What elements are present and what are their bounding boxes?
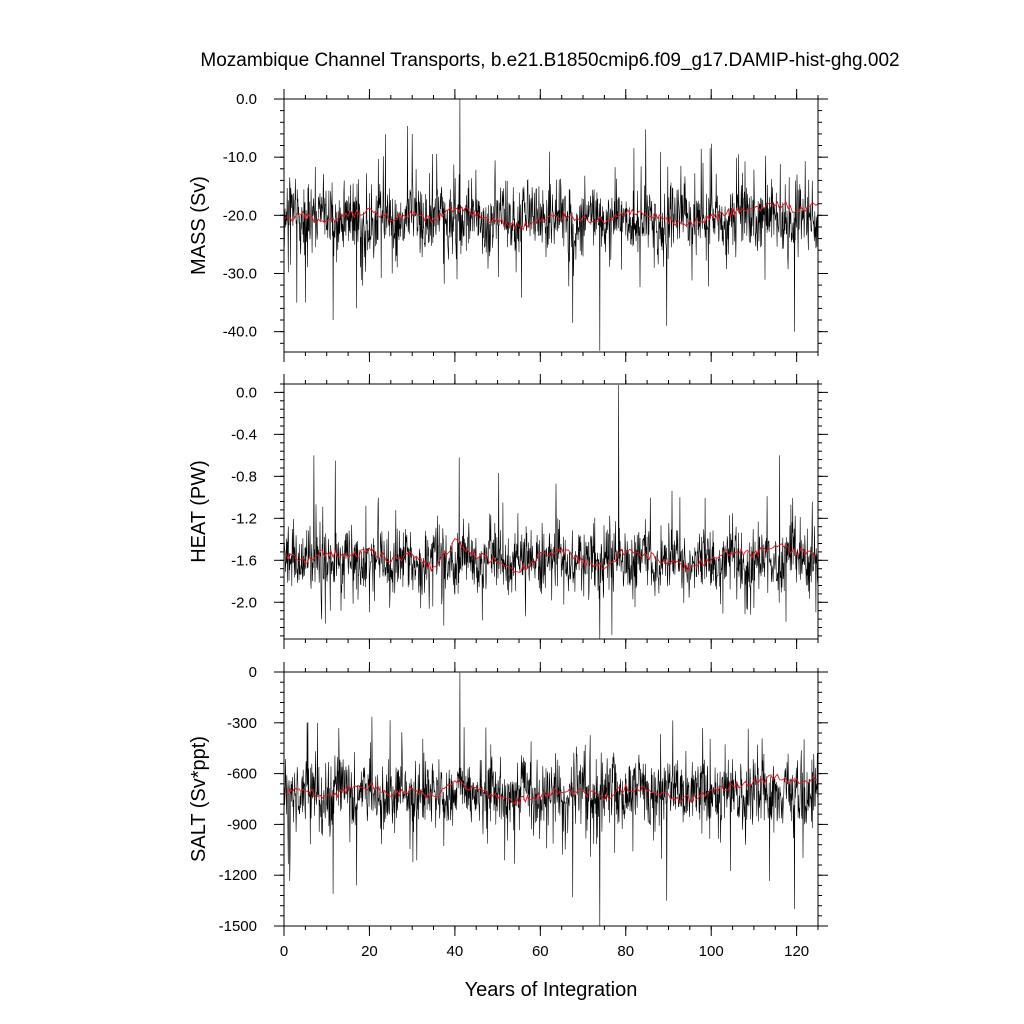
panel-heat: 0.0 -0.4 -0.8 -1.2 -1.6 -2.0 HEAT (PW): [188, 374, 828, 649]
y-tick-label: -1.2: [231, 510, 257, 527]
y-tick-label: -30.0: [223, 265, 257, 282]
x-tick-label: 40: [447, 943, 464, 960]
x-tick-label: 80: [617, 943, 634, 960]
series-line-monthly: [283, 384, 819, 640]
series-line-smoothed: [283, 773, 819, 806]
series-line-smoothed: [283, 200, 819, 231]
y-tick-label: -900: [227, 816, 257, 833]
chart-panels: 0.0 -10.0 -20.0 -30.0 -40.0 MASS (Sv) 0.0 -0.4 -…: [188, 89, 828, 960]
x-tick-label: 60: [532, 943, 549, 960]
plot-frame: [283, 98, 819, 353]
y-tick-label: -300: [227, 715, 257, 732]
y-tick-label: -2.0: [231, 594, 257, 611]
x-axis-label: Years of Integration: [465, 979, 638, 1001]
panel-salt: 0 -300 -600 -900 -1200 -1500 0 20 40 60 80 100 120 SA…: [188, 662, 828, 960]
y-tick-label: -1500: [219, 918, 257, 935]
y-tick-label: -0.8: [231, 468, 257, 485]
series-line-monthly: [283, 98, 819, 351]
y-tick-label: 0.0: [236, 384, 257, 401]
y-axis-label: HEAT (PW): [188, 460, 210, 563]
x-tick-label: 20: [361, 943, 378, 960]
y-tick-label: 0.0: [236, 91, 257, 108]
series-line-monthly: [283, 672, 819, 927]
y-tick-label: -40.0: [223, 324, 257, 341]
panel-mass: 0.0 -10.0 -20.0 -30.0 -40.0 MASS (Sv): [188, 89, 828, 362]
y-tick-label: -10.0: [223, 149, 257, 166]
x-tick-label: 0: [280, 943, 288, 960]
y-tick-label: -0.4: [231, 426, 257, 443]
y-axis-label: SALT (Sv*ppt): [188, 736, 210, 862]
x-tick-label: 100: [699, 943, 724, 960]
plot-frame: [283, 671, 819, 927]
y-tick-label: 0: [249, 664, 257, 681]
y-tick-label: -600: [227, 766, 257, 783]
y-tick-label: -1.6: [231, 552, 257, 569]
x-tick-label: 120: [784, 943, 809, 960]
chart-title: Mozambique Channel Transports, b.e21.B18…: [200, 50, 899, 71]
y-tick-label: -20.0: [223, 207, 257, 224]
series-line-smoothed: [284, 538, 819, 573]
plot-frame: [283, 383, 819, 640]
y-tick-label: -1200: [219, 867, 257, 884]
y-axis-label: MASS (Sv): [188, 176, 210, 275]
